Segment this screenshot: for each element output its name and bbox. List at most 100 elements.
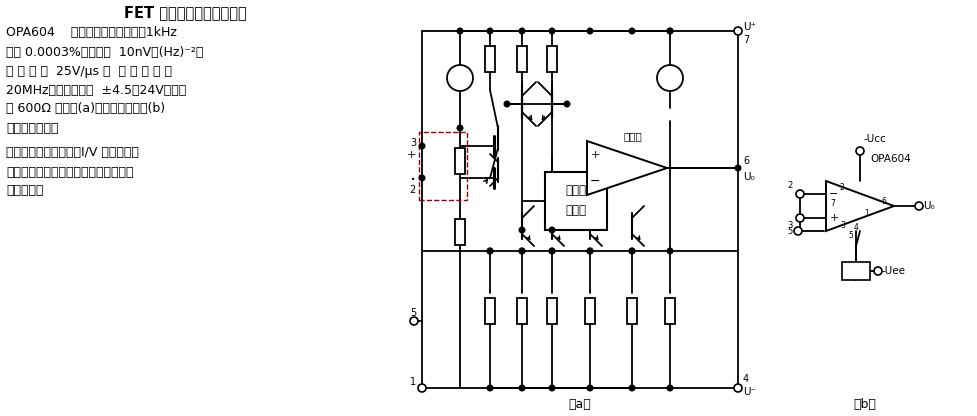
Text: 6: 6: [882, 196, 887, 206]
Bar: [547, 46, 557, 72]
Circle shape: [667, 28, 673, 34]
Bar: [517, 46, 527, 72]
Circle shape: [488, 248, 492, 254]
Text: 制电路: 制电路: [566, 203, 586, 216]
Circle shape: [856, 147, 864, 155]
Bar: [627, 298, 637, 324]
Text: 动 600Ω 负载。(a)为简化原理图，(b): 动 600Ω 负载。(a)为简化原理图，(b): [6, 102, 165, 116]
Circle shape: [587, 248, 593, 254]
Circle shape: [549, 227, 555, 233]
Circle shape: [419, 175, 425, 181]
Text: 2: 2: [409, 185, 416, 195]
Text: FET 输入高保真运算放大器: FET 输入高保真运算放大器: [124, 5, 246, 20]
Circle shape: [519, 248, 525, 254]
Text: 高 压 摆 率  25V/μs ；  增 益 带 宽 积: 高 压 摆 率 25V/μs ； 增 益 带 宽 积: [6, 64, 172, 77]
Text: 7: 7: [830, 198, 835, 208]
Circle shape: [667, 28, 673, 34]
Circle shape: [457, 125, 463, 131]
Circle shape: [629, 248, 635, 254]
Text: +: +: [406, 150, 416, 160]
Text: 1: 1: [410, 377, 416, 387]
Circle shape: [519, 385, 525, 391]
Circle shape: [488, 248, 492, 254]
Text: 失真抑: 失真抑: [566, 185, 586, 198]
Text: −: −: [590, 174, 600, 188]
Text: 应用：专业音响设备、I/V 变换器、频: 应用：专业音响设备、I/V 变换器、频: [6, 146, 139, 159]
Circle shape: [488, 28, 492, 34]
Bar: [419, 132, 467, 200]
Text: 6: 6: [743, 156, 749, 166]
Circle shape: [667, 248, 673, 254]
Text: 20MHz；宽电压范围  ±4.5～24V；能驱: 20MHz；宽电压范围 ±4.5～24V；能驱: [6, 84, 187, 97]
Bar: [485, 298, 495, 324]
Circle shape: [519, 248, 525, 254]
Text: +: +: [590, 150, 600, 160]
Bar: [665, 298, 675, 324]
Circle shape: [587, 248, 593, 254]
Text: OPA604    特点：极低的失真率，1kHz: OPA604 特点：极低的失真率，1kHz: [6, 27, 177, 40]
Circle shape: [549, 385, 555, 391]
Circle shape: [667, 385, 673, 391]
Text: +: +: [829, 213, 838, 223]
Circle shape: [564, 101, 570, 107]
Circle shape: [457, 28, 463, 34]
Text: 5: 5: [409, 308, 416, 318]
Polygon shape: [587, 141, 667, 195]
Text: U₀: U₀: [743, 172, 755, 182]
Text: 2: 2: [840, 183, 845, 193]
Bar: [842, 262, 870, 280]
Circle shape: [549, 28, 555, 34]
Text: 4: 4: [854, 223, 859, 233]
Circle shape: [549, 248, 555, 254]
Text: U⁻: U⁻: [743, 387, 756, 397]
Circle shape: [549, 248, 555, 254]
Circle shape: [447, 65, 473, 91]
Text: -Ucc: -Ucc: [864, 134, 887, 144]
Text: 5: 5: [848, 231, 853, 240]
Bar: [485, 46, 495, 72]
Circle shape: [629, 248, 635, 254]
Text: 7: 7: [743, 35, 749, 45]
Text: U⁺: U⁺: [743, 22, 756, 32]
Text: OPA604: OPA604: [870, 154, 911, 164]
Circle shape: [504, 101, 510, 107]
Text: 3: 3: [410, 138, 416, 148]
Text: 2: 2: [787, 181, 793, 191]
Circle shape: [587, 28, 593, 34]
Circle shape: [915, 202, 923, 210]
Text: 4: 4: [743, 374, 749, 384]
Circle shape: [629, 28, 635, 34]
Circle shape: [587, 385, 593, 391]
Text: 为调零接线图。: 为调零接线图。: [6, 121, 59, 134]
Text: 5: 5: [787, 226, 793, 235]
Text: 数据检测。: 数据检测。: [6, 185, 44, 198]
Circle shape: [736, 165, 741, 171]
Circle shape: [519, 227, 525, 233]
Circle shape: [419, 143, 425, 149]
Circle shape: [794, 227, 802, 235]
Text: 3: 3: [840, 221, 845, 230]
Circle shape: [519, 28, 525, 34]
Circle shape: [657, 65, 683, 91]
Text: 谱分析仪、有源滤波器、传感放大器、: 谱分析仪、有源滤波器、传感放大器、: [6, 166, 134, 178]
Circle shape: [796, 214, 804, 222]
Circle shape: [734, 384, 742, 392]
Polygon shape: [826, 181, 894, 231]
Bar: [455, 148, 465, 174]
Text: 时为 0.0003%；低噪声  10nV／(Hz)⁻²；: 时为 0.0003%；低噪声 10nV／(Hz)⁻²；: [6, 45, 203, 59]
Bar: [517, 298, 527, 324]
Text: U₀: U₀: [923, 201, 935, 211]
Text: （b）: （b）: [854, 398, 876, 411]
Circle shape: [796, 190, 804, 198]
Text: -Uee: -Uee: [882, 266, 906, 276]
Circle shape: [874, 267, 882, 275]
Bar: [585, 298, 595, 324]
Circle shape: [410, 317, 418, 325]
Text: 3: 3: [787, 221, 793, 230]
Text: −: −: [829, 189, 838, 199]
Text: 输出级: 输出级: [623, 131, 642, 141]
Circle shape: [418, 384, 426, 392]
Text: ·: ·: [409, 171, 416, 190]
Bar: [547, 298, 557, 324]
Circle shape: [488, 385, 492, 391]
